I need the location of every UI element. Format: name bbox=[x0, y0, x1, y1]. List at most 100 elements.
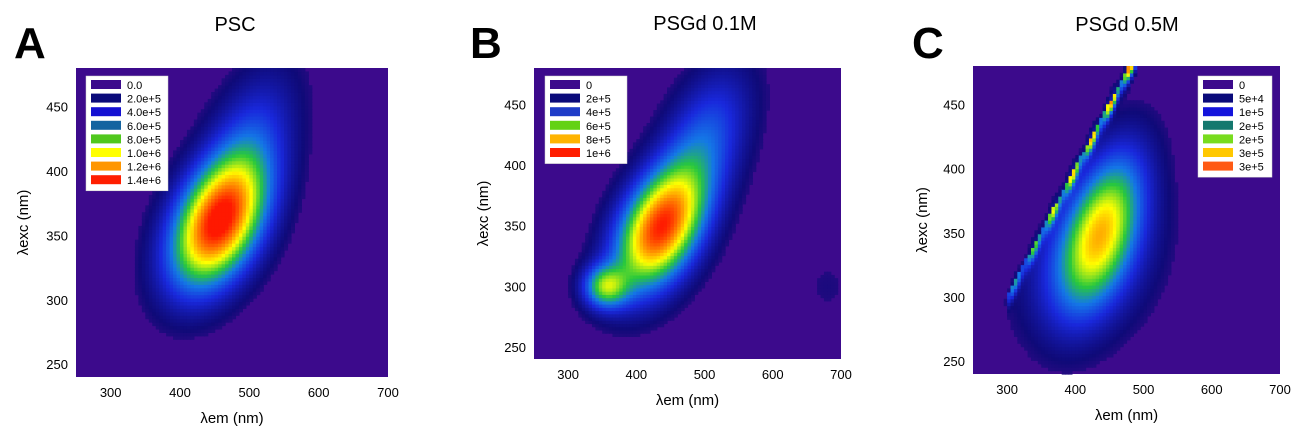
heatmap-cell bbox=[602, 219, 607, 224]
heatmap-cell bbox=[232, 274, 237, 279]
heatmap-cell bbox=[660, 194, 665, 198]
heatmap-cell bbox=[235, 143, 240, 148]
heatmap-cell bbox=[242, 201, 247, 206]
heatmap-cell bbox=[639, 232, 644, 237]
heatmap-cell bbox=[684, 252, 689, 257]
heatmap-cell bbox=[218, 243, 223, 248]
heatmap-cell bbox=[626, 239, 631, 244]
heatmap-cell bbox=[653, 242, 658, 247]
heatmap-cell bbox=[155, 315, 160, 320]
heatmap-cell bbox=[204, 318, 209, 323]
heatmap-cell bbox=[252, 181, 257, 186]
heatmap-cell bbox=[612, 300, 617, 305]
heatmap-cell bbox=[204, 167, 209, 172]
heatmap-cell bbox=[263, 201, 268, 206]
heatmap-cell bbox=[656, 278, 661, 282]
heatmap-cell bbox=[145, 243, 150, 248]
heatmap-cell bbox=[639, 155, 644, 160]
heatmap-cell bbox=[615, 287, 620, 292]
heatmap-cell bbox=[214, 287, 219, 292]
heatmap-cell bbox=[290, 112, 295, 117]
heatmap-cell bbox=[673, 184, 678, 189]
heatmap-cell bbox=[615, 171, 620, 176]
heatmap-cell bbox=[690, 190, 695, 195]
heatmap-cell bbox=[228, 260, 233, 265]
heatmap-cell bbox=[588, 252, 593, 257]
heatmap-cell bbox=[273, 256, 278, 261]
heatmap-cell bbox=[687, 281, 692, 286]
heatmap-cell bbox=[173, 174, 178, 179]
heatmap-cell bbox=[602, 329, 607, 334]
heatmap-cell bbox=[280, 153, 285, 158]
heatmap-cell bbox=[228, 122, 233, 127]
heatmap-cell bbox=[653, 165, 658, 169]
heatmap-cell bbox=[287, 150, 292, 155]
legend-label: 2.0e+5 bbox=[127, 94, 161, 106]
heatmap-cell bbox=[653, 271, 658, 276]
heatmap-cell bbox=[204, 260, 209, 265]
heatmap-cell bbox=[221, 284, 226, 289]
heatmap-cell bbox=[266, 150, 271, 155]
heatmap-cell bbox=[680, 90, 685, 95]
heatmap-cell bbox=[595, 268, 600, 273]
heatmap-cell bbox=[186, 174, 191, 179]
heatmap-cell bbox=[166, 294, 171, 299]
heatmap-cell bbox=[622, 213, 627, 218]
heatmap-cell bbox=[200, 287, 205, 292]
heatmap-cell bbox=[204, 157, 209, 162]
heatmap-cell bbox=[207, 201, 212, 206]
heatmap-cell bbox=[270, 188, 275, 193]
heatmap-cell bbox=[284, 71, 289, 76]
heatmap-cell bbox=[677, 207, 682, 211]
heatmap-cell bbox=[629, 274, 634, 279]
heatmap-cell bbox=[287, 71, 292, 76]
heatmap-cell bbox=[252, 116, 257, 121]
heatmap-cell bbox=[180, 287, 185, 292]
heatmap-cell bbox=[619, 174, 624, 179]
heatmap-cell bbox=[639, 329, 644, 334]
heatmap-cell bbox=[159, 232, 164, 237]
heatmap-cell bbox=[141, 256, 146, 261]
panel-letter: C bbox=[912, 19, 944, 68]
heatmap-cell bbox=[186, 225, 191, 230]
heatmap-cell bbox=[211, 109, 216, 114]
heatmap-cell bbox=[697, 262, 702, 266]
heatmap-cell bbox=[588, 232, 593, 237]
heatmap-cell bbox=[214, 146, 219, 151]
heatmap-cell bbox=[176, 294, 181, 299]
heatmap-cell bbox=[176, 270, 181, 275]
heatmap-cell bbox=[252, 274, 257, 279]
legend-swatch bbox=[91, 120, 121, 130]
heatmap-cell bbox=[249, 174, 254, 179]
heatmap-cell bbox=[615, 268, 620, 273]
heatmap-cell bbox=[159, 195, 164, 200]
heatmap-cell bbox=[622, 268, 627, 273]
heatmap-cell bbox=[225, 239, 230, 244]
heatmap-cell bbox=[646, 268, 651, 273]
heatmap-cell bbox=[290, 225, 295, 230]
heatmap-cell bbox=[235, 146, 240, 151]
heatmap-cell bbox=[598, 249, 603, 253]
heatmap-cell bbox=[190, 143, 195, 148]
heatmap-cell bbox=[214, 109, 219, 114]
heatmap-cell bbox=[197, 133, 202, 138]
heatmap-cell bbox=[200, 119, 205, 124]
heatmap-cell bbox=[649, 168, 654, 173]
heatmap-cell bbox=[259, 116, 264, 121]
heatmap-cell bbox=[221, 136, 226, 141]
heatmap-cell bbox=[656, 304, 661, 308]
heatmap-cell bbox=[280, 201, 285, 206]
heatmap-cell bbox=[200, 304, 205, 309]
heatmap-cell bbox=[578, 287, 583, 292]
heatmap-cell bbox=[193, 274, 198, 279]
heatmap-cell bbox=[273, 246, 278, 251]
heatmap-cell bbox=[259, 277, 264, 282]
heatmap-cell bbox=[673, 165, 678, 169]
heatmap-cell bbox=[643, 226, 648, 231]
heatmap-cell bbox=[660, 171, 665, 176]
heatmap-cell bbox=[694, 284, 699, 289]
heatmap-cell bbox=[148, 239, 153, 244]
heatmap-cell bbox=[259, 157, 264, 162]
heatmap-cell bbox=[643, 265, 648, 270]
heatmap-cell bbox=[207, 291, 212, 296]
